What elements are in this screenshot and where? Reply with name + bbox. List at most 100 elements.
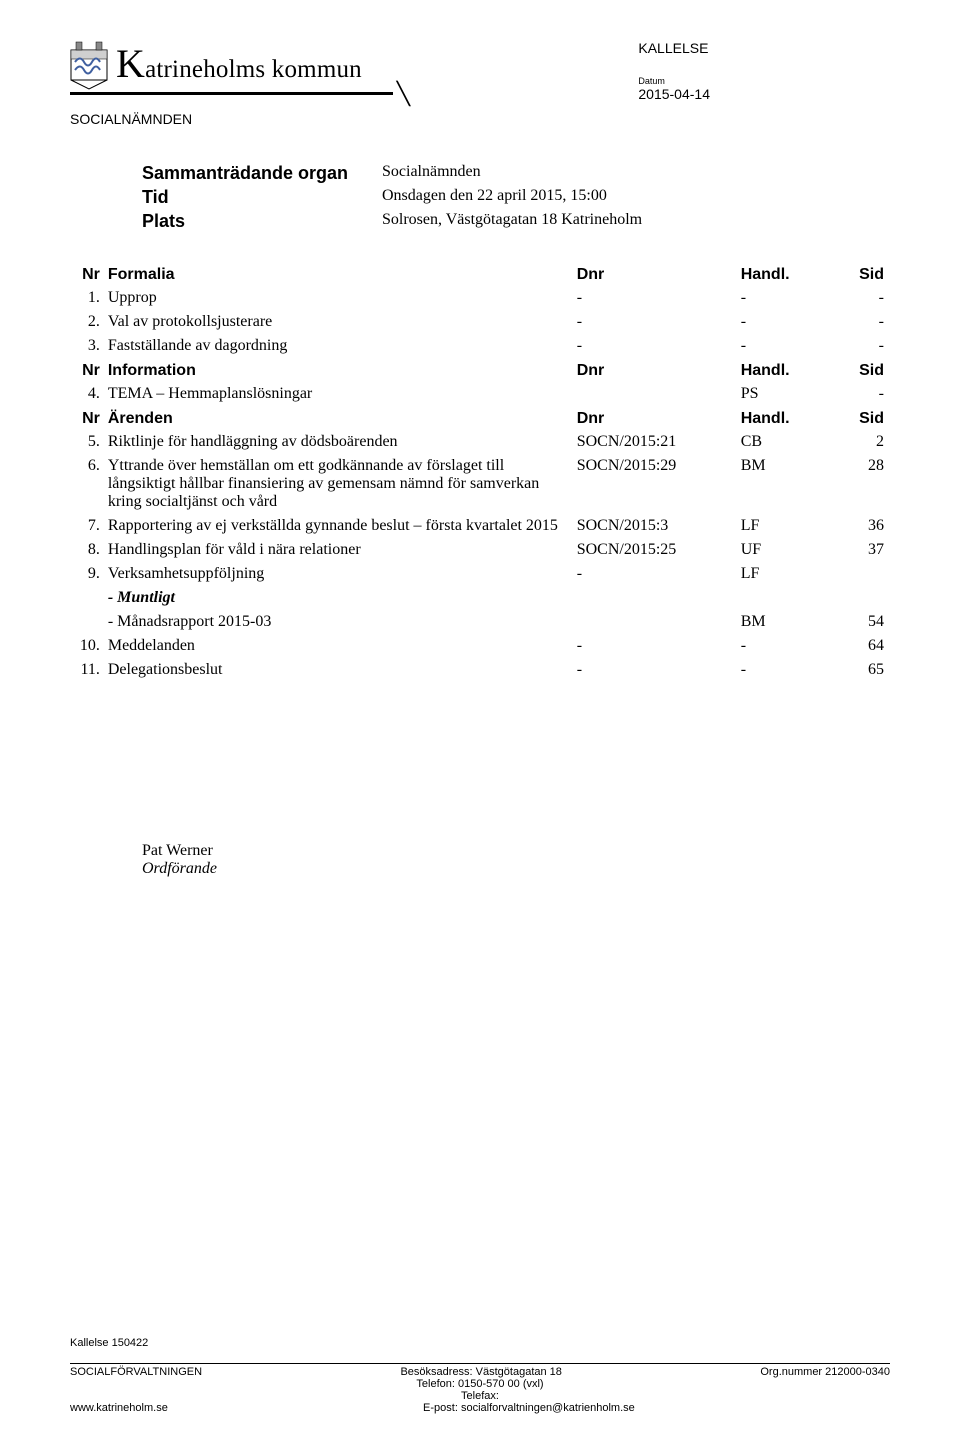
agenda-row: 9.Verksamhetsuppföljning-LF bbox=[70, 562, 890, 586]
agenda-title: Val av protokollsjusterare bbox=[108, 310, 577, 334]
kallelse-label: KALLELSE bbox=[638, 40, 710, 56]
sub-org: SOCIALNÄMNDEN bbox=[70, 111, 410, 127]
footer-tel: Telefon: 0150-570 00 (vxl) bbox=[416, 1378, 543, 1390]
agenda-row: 10.Meddelanden--64 bbox=[70, 634, 890, 658]
agenda-nr: 8. bbox=[70, 538, 108, 562]
agenda-nr: 7. bbox=[70, 514, 108, 538]
section-title: Information bbox=[108, 358, 577, 382]
agenda-sid: - bbox=[831, 382, 890, 406]
org-name-wrapper: Katrineholms kommun bbox=[116, 40, 362, 84]
meeting-label: Plats bbox=[142, 211, 382, 232]
signature-role: Ordförande bbox=[142, 860, 890, 878]
section-title: Formalia bbox=[108, 262, 577, 286]
col-nr-header: Nr bbox=[70, 358, 108, 382]
footer-fax: Telefax: bbox=[461, 1390, 499, 1402]
meeting-label: Tid bbox=[142, 187, 382, 208]
agenda-dnr: - bbox=[577, 634, 741, 658]
signature-name: Pat Werner bbox=[142, 842, 890, 860]
col-handl-header: Handl. bbox=[741, 262, 831, 286]
agenda-title: TEMA – Hemmaplanslösningar bbox=[108, 382, 577, 406]
crest-icon bbox=[70, 40, 108, 90]
agenda-row: 3.Fastställande av dagordning--- bbox=[70, 334, 890, 358]
col-sid-header: Sid bbox=[831, 262, 890, 286]
agenda-sid: 36 bbox=[831, 514, 890, 538]
col-handl-header: Handl. bbox=[741, 358, 831, 382]
agenda-nr: 3. bbox=[70, 334, 108, 358]
org-name: Katrineholms kommun bbox=[116, 40, 362, 84]
meeting-row: Tid Onsdagen den 22 april 2015, 15:00 bbox=[142, 187, 890, 208]
signature-block: Pat Werner Ordförande bbox=[142, 842, 890, 878]
footer-divider bbox=[70, 1363, 890, 1364]
footer-epost: E-post: socialforvaltningen@katrienholm.… bbox=[423, 1402, 635, 1414]
agenda-handl: - bbox=[741, 286, 831, 310]
agenda-nr: 5. bbox=[70, 430, 108, 454]
agenda-row: 4.TEMA – HemmaplanslösningarPS- bbox=[70, 382, 890, 406]
col-dnr-header: Dnr bbox=[577, 406, 741, 430]
col-nr-header: Nr bbox=[70, 262, 108, 286]
agenda-row: 6.Yttrande över hemställan om ett godkän… bbox=[70, 454, 890, 514]
agenda-sid: - bbox=[831, 286, 890, 310]
col-dnr-header: Dnr bbox=[577, 358, 741, 382]
col-handl-header: Handl. bbox=[741, 406, 831, 430]
footer-row: Telefon: 0150-570 00 (vxl) bbox=[70, 1378, 890, 1390]
agenda-nr: 11. bbox=[70, 658, 108, 682]
agenda-dnr: SOCN/2015:29 bbox=[577, 454, 741, 514]
agenda-dnr: SOCN/2015:21 bbox=[577, 430, 741, 454]
agenda-row: 2.Val av protokollsjusterare--- bbox=[70, 310, 890, 334]
footer-url: www.katrineholm.se bbox=[70, 1402, 168, 1414]
agenda-sid: 64 bbox=[831, 634, 890, 658]
agenda-handl: BM bbox=[741, 454, 831, 514]
footer-orgnr: Org.nummer 212000-0340 bbox=[760, 1366, 890, 1378]
footer-ref: Kallelse 150422 bbox=[70, 1337, 890, 1349]
meeting-value: Onsdagen den 22 april 2015, 15:00 bbox=[382, 187, 607, 208]
agenda-handl: - bbox=[741, 658, 831, 682]
agenda-dnr: - bbox=[577, 658, 741, 682]
agenda-table: NrFormaliaDnrHandl.Sid1.Upprop---2.Val a… bbox=[70, 262, 890, 682]
agenda-nr: 10. bbox=[70, 634, 108, 658]
agenda-sid: 28 bbox=[831, 454, 890, 514]
datum-value: 2015-04-14 bbox=[638, 86, 710, 102]
agenda-row: 8.Handlingsplan för våld i nära relation… bbox=[70, 538, 890, 562]
meeting-value: Solrosen, Västgötagatan 18 Katrineholm bbox=[382, 211, 642, 232]
agenda-dnr: - bbox=[577, 562, 741, 586]
agenda-nr: 6. bbox=[70, 454, 108, 514]
agenda-subrow: - Månadsrapport 2015-03BM54 bbox=[70, 610, 890, 634]
agenda-sid: 65 bbox=[831, 658, 890, 682]
agenda-title: Rapportering av ej verkställda gynnande … bbox=[108, 514, 577, 538]
agenda-sid: 54 bbox=[831, 610, 890, 634]
kallelse-block: KALLELSE Datum 2015-04-14 bbox=[638, 40, 890, 102]
agenda-title: Verksamhetsuppföljning bbox=[108, 562, 577, 586]
meeting-row: Plats Solrosen, Västgötagatan 18 Katrine… bbox=[142, 211, 890, 232]
org-name-rest: atrineholms kommun bbox=[145, 56, 362, 84]
footer-row: SOCIALFÖRVALTNINGEN Besöksadress: Västgö… bbox=[70, 1366, 890, 1378]
agenda-dnr bbox=[577, 586, 741, 610]
agenda-handl: CB bbox=[741, 430, 831, 454]
agenda-row: 1.Upprop--- bbox=[70, 286, 890, 310]
agenda-sid: 2 bbox=[831, 430, 890, 454]
agenda-row: 11.Delegationsbeslut--65 bbox=[70, 658, 890, 682]
agenda-handl bbox=[741, 586, 831, 610]
agenda-title: Upprop bbox=[108, 286, 577, 310]
footer-left-org: SOCIALFÖRVALTNINGEN bbox=[70, 1366, 202, 1378]
org-underline: ╲ bbox=[70, 88, 410, 99]
datum-label: Datum bbox=[638, 76, 710, 86]
logo-block: Katrineholms kommun bbox=[70, 40, 410, 90]
agenda-sid bbox=[831, 562, 890, 586]
agenda-dnr: - bbox=[577, 334, 741, 358]
agenda-title: Delegationsbeslut bbox=[108, 658, 577, 682]
agenda-nr bbox=[70, 610, 108, 634]
agenda-row: 5.Riktlinje för handläggning av dödsboär… bbox=[70, 430, 890, 454]
agenda-nr: 1. bbox=[70, 286, 108, 310]
col-sid-header: Sid bbox=[831, 358, 890, 382]
agenda-sid: - bbox=[831, 334, 890, 358]
agenda-handl: - bbox=[741, 334, 831, 358]
agenda-handl: UF bbox=[741, 538, 831, 562]
agenda-subtitle: - Månadsrapport 2015-03 bbox=[108, 610, 577, 634]
agenda-dnr: - bbox=[577, 286, 741, 310]
section-header-row: NrInformationDnrHandl.Sid bbox=[70, 358, 890, 382]
meeting-value: Socialnämnden bbox=[382, 163, 481, 184]
agenda-dnr bbox=[577, 610, 741, 634]
agenda-sid: 37 bbox=[831, 538, 890, 562]
agenda-dnr: SOCN/2015:25 bbox=[577, 538, 741, 562]
agenda-handl: LF bbox=[741, 562, 831, 586]
